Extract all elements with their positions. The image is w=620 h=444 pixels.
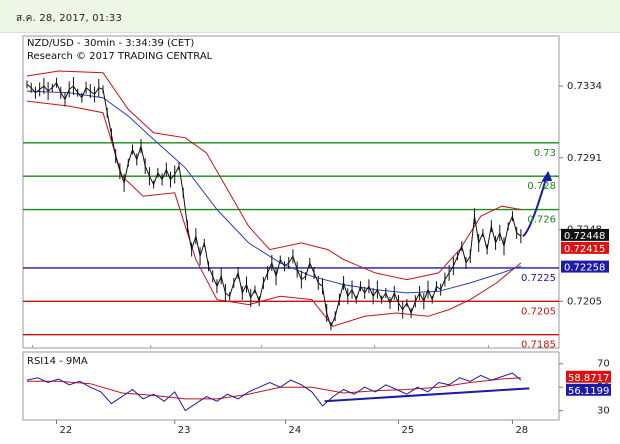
x-tick-label: 24 [289,425,302,436]
level-label: 0.7225 [521,273,556,284]
rsi-tag [566,383,611,396]
price-line [26,81,522,328]
price-tag [561,228,609,241]
rsi-tag [566,370,611,383]
level-label: 0.73 [534,148,556,159]
x-axis-ticks: 22 23 24 25 28 [32,345,528,436]
rsi-series-group [26,372,530,412]
chart-title: NZD/USD - 30min - 3:34:39 (CET) [27,38,194,49]
price-tag-label: 0.72415 [564,244,605,255]
rsi-line [26,372,522,412]
price-tag-label: 0.72258 [564,263,605,274]
rsi-tag-label: 58.8717 [568,373,609,384]
rsi-value-tags: 58.8717 56.1199 [566,370,611,397]
level-labels: 0.73 0.728 0.726 0.7225 0.7205 0.7185 [521,148,556,351]
rsi-trendline [324,387,530,403]
rsi-tag-label: 56.1199 [568,386,609,397]
level-label: 0.7205 [521,306,556,317]
date-time: ส.ค. 28, 2017, 01:33 [16,13,123,24]
y-tick-label: 0.7334 [567,81,602,92]
main-plot-frame [22,35,560,349]
bollinger-upper-line [26,70,521,281]
x-tick-label: 23 [178,425,191,436]
rsi-plot-frame [22,351,560,421]
y-tick-label: 0.7205 [567,296,602,307]
rsi-y-tick-label: 30 [597,406,610,417]
level-label: 0.7185 [521,340,556,351]
price-tag-label: 0.72448 [564,231,605,242]
price-tags: 0.72448 0.72415 0.72258 [561,228,609,274]
price-tag [561,260,609,273]
price-tag [561,241,609,254]
y-tick-label: 0.7291 [567,153,602,164]
level-label: 0.726 [527,215,556,226]
x-tick-label: 25 [401,425,414,436]
date-bar: ส.ค. 28, 2017, 01:33 [0,0,620,33]
chart-subtitle: Research © 2017 TRADING CENTRAL [27,51,213,62]
forecast-arrow-head [541,170,553,182]
price-series-group [26,70,553,331]
level-label: 0.728 [527,181,556,192]
rsi-title: RSI14 - 9MA [27,356,88,367]
support-resistance-levels [23,142,559,336]
rsi-y-tick-label: 70 [597,359,610,370]
x-tick-label: 22 [60,425,73,436]
x-tick-label: 28 [515,425,528,436]
forecast-arrow [522,177,548,238]
